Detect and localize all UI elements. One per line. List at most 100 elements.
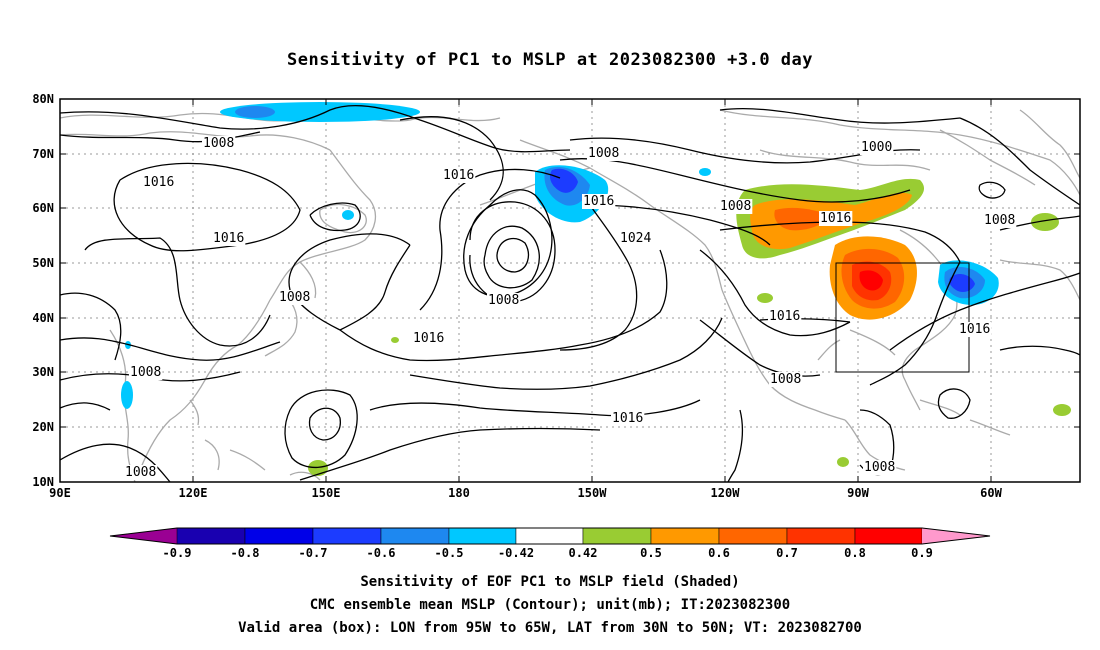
lat-label: 20N [32,420,54,434]
lat-label: 60N [32,201,54,215]
colorbar-label: 0.8 [844,546,866,560]
contour-labels: 1008 1016 1016 1008 1016 1008 1008 1016 … [124,136,1017,480]
colorbar-cell [312,527,382,545]
colorbar-label: 0.7 [776,546,798,560]
lat-label: 70N [32,147,54,161]
contour-label: 1016 [820,211,851,226]
colorbar-label: 0.42 [569,546,598,560]
contour-label: 1008 [770,372,801,387]
colorbar-cell [922,528,990,544]
lon-label: 120E [179,486,208,500]
contour-label-background [719,199,753,214]
contour-label: 1016 [143,175,174,190]
colorbar-label: 0.5 [640,546,662,560]
colorbar-label: -0.6 [367,546,396,560]
contour-label-background [278,290,312,305]
map-content [60,99,1080,482]
longitude-labels: 90E 120E 150E 180 150W 120W 90W 60W [49,486,1002,500]
mslp-contours [60,105,1080,482]
lon-label: 150W [578,486,608,500]
contour-label: 1016 [443,168,474,183]
plot-title: Sensitivity of PC1 to MSLP at 2023082300… [286,50,813,70]
contour-label-background [587,146,621,161]
contour-label-background [129,365,163,380]
colorbar-label: -0.5 [435,546,464,560]
contour-label: 1016 [583,194,614,209]
contour-label: 1008 [488,293,519,308]
contour-label-background [819,211,853,226]
lon-label: 180 [448,486,470,500]
contour-label-background [619,231,653,246]
lon-label: 90W [847,486,869,500]
contour-label-background [487,293,521,308]
colorbar-label: -0.8 [231,546,260,560]
colorbar: -0.9 -0.8 -0.7 -0.6 -0.5 -0.42 0.42 0.5 … [109,527,991,560]
contour-label-background [860,140,894,155]
lon-label: 60W [980,486,1002,500]
contour-label: 1008 [864,460,895,475]
contour-label: 1016 [413,331,444,346]
contour-label-background [582,194,616,209]
contour-label: 1016 [612,411,643,426]
contour-label: 1016 [213,231,244,246]
contour-label-background [769,372,803,387]
lon-label: 150E [312,486,341,500]
contour-label-background [212,231,246,246]
axis-ticks [60,98,1080,483]
contour-label: 1008 [720,199,751,214]
lat-lon-grid [60,99,1080,482]
lat-label: 30N [32,365,54,379]
contour-label-background [442,168,476,183]
lat-label: 40N [32,311,54,325]
colorbar-cell [515,527,584,545]
latitude-labels: 80N 70N 60N 50N 40N 30N 20N 10N [32,92,54,489]
footer-line-1: Sensitivity of EOF PC1 to MSLP field (Sh… [360,574,740,590]
contour-label-background [412,331,446,346]
contour-label: 1008 [203,136,234,151]
contour-label: 1016 [769,309,800,324]
contour-label: 1008 [984,213,1015,228]
lon-label: 120W [711,486,741,500]
lon-label: 90E [49,486,71,500]
lat-label: 10N [32,475,54,489]
contour-label-background [611,411,645,426]
colorbar-label: -0.9 [163,546,192,560]
contour-label: 1008 [588,146,619,161]
colorbar-cell [448,527,517,545]
colorbar-cell [110,528,177,544]
contour-label-background [768,309,802,324]
contour-label-background [958,322,992,337]
colorbar-label: 0.6 [708,546,730,560]
contour-label: 1008 [125,465,156,480]
colorbar-cell [650,527,720,545]
contour-label-background [863,460,897,475]
map-frame [59,98,1081,483]
coastlines [60,109,1080,482]
contour-label-background [983,213,1017,228]
contour-label-background [202,136,236,151]
contour-label-background [142,175,176,190]
colorbar-cell [786,527,856,545]
colorbar-cell [380,527,450,545]
contour-label: 1008 [130,365,161,380]
contour-label: 1008 [279,290,310,305]
valid-area-box [835,262,970,373]
colorbar-cell [854,527,923,545]
contour-label: 1016 [959,322,990,337]
colorbar-label: -0.42 [498,546,534,560]
lat-label: 50N [32,256,54,270]
colorbar-cell [244,527,314,545]
colorbar-cell [582,527,652,545]
colorbar-cell [718,527,788,545]
colorbar-label: -0.7 [299,546,328,560]
colorbar-outline [109,527,991,545]
contour-label-background [124,465,158,480]
colorbar-cell [176,527,246,545]
contour-label: 1024 [620,231,651,246]
colorbar-label: 0.9 [911,546,933,560]
lat-label: 80N [32,92,54,106]
contour-label: 1000 [861,140,892,155]
footer-line-3: Valid area (box): LON from 95W to 65W, L… [238,620,862,636]
footer-line-2: CMC ensemble mean MSLP (Contour); unit(m… [309,597,791,613]
